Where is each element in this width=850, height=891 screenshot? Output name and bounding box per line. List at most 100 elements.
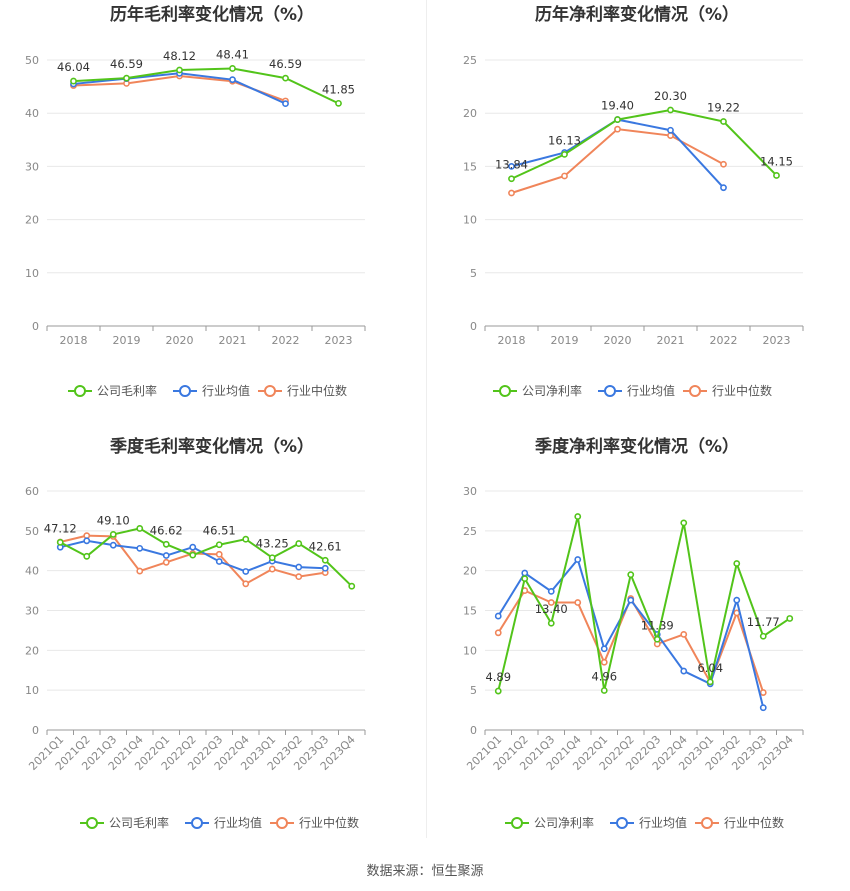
series-line-2 — [511, 128, 724, 194]
y-tick-label: 30 — [25, 605, 39, 618]
legend-item[interactable]: 公司毛利率 — [68, 383, 157, 398]
data-label: 43.25 — [256, 537, 289, 551]
y-tick-label: 5 — [470, 684, 477, 697]
data-point — [600, 645, 608, 653]
data-point — [242, 580, 250, 588]
data-point — [786, 615, 794, 622]
legend-marker — [499, 385, 511, 397]
legend-item[interactable]: 行业均值 — [598, 383, 675, 398]
chart-svg: 历年毛利率变化情况（%） 0 10 20 30 40 50 2018 2019 2020 2021 2… — [25, 4, 366, 398]
data-point — [574, 556, 582, 563]
data-point — [109, 541, 117, 549]
data-point — [494, 612, 502, 620]
legend-label: 公司净利率 — [534, 815, 594, 830]
x-tick-label: 2020 — [604, 334, 632, 347]
y-tick-label: 20 — [25, 214, 39, 227]
y-tick-label: 0 — [32, 320, 39, 333]
data-point — [521, 569, 529, 577]
y-tick-label: 40 — [25, 107, 39, 120]
x-tick-label: 2022 — [710, 334, 738, 347]
x-tick-label: 2018 — [60, 334, 88, 347]
y-tick-label: 25 — [463, 525, 477, 538]
y-tick-label: 10 — [25, 267, 39, 280]
data-point — [494, 687, 502, 695]
y-tick-label: 0 — [470, 724, 477, 737]
data-label: 6.04 — [697, 661, 723, 675]
data-point — [667, 106, 674, 114]
data-label: 4.96 — [591, 669, 617, 683]
y-tick-label: 30 — [25, 160, 39, 173]
legend-item[interactable]: 行业中位数 — [683, 383, 772, 398]
data-label: 13.40 — [535, 602, 568, 616]
y-tick-label: 15 — [463, 605, 477, 618]
legend-item[interactable]: 公司净利率 — [493, 383, 582, 398]
data-point — [759, 632, 767, 640]
legend-item[interactable]: 公司净利率 — [505, 815, 594, 830]
data-point — [720, 184, 727, 192]
y-tick-label: 5 — [470, 267, 477, 280]
legend-label: 公司毛利率 — [97, 383, 157, 398]
data-point — [547, 619, 555, 627]
data-point — [614, 125, 621, 133]
data-point — [680, 519, 688, 527]
data-point — [547, 599, 555, 606]
data-point — [667, 132, 674, 139]
data-label: 19.22 — [707, 100, 740, 114]
y-tick-label: 30 — [463, 485, 477, 498]
series-line-0 — [511, 108, 778, 180]
data-point — [653, 635, 661, 643]
data-point — [494, 629, 502, 637]
data-point — [321, 564, 329, 572]
data-point — [680, 630, 688, 638]
data-label: 16.13 — [548, 133, 581, 147]
data-point — [70, 77, 77, 85]
x-tick-label: 2020 — [166, 334, 194, 347]
data-point — [335, 99, 342, 107]
legend-item[interactable]: 行业中位数 — [270, 815, 359, 830]
x-tick-label: 2019 — [113, 334, 141, 347]
data-label: 4.89 — [485, 670, 511, 684]
data-label: 11.77 — [747, 615, 780, 629]
data-point — [759, 704, 767, 712]
data-point — [136, 544, 144, 552]
data-label: 46.59 — [110, 57, 143, 71]
data-point — [348, 582, 356, 590]
data-point — [295, 573, 303, 581]
data-point — [733, 596, 741, 604]
legend-label: 行业均值 — [202, 383, 250, 398]
data-label: 49.10 — [97, 513, 130, 527]
legend-marker — [701, 817, 713, 829]
data-point — [614, 116, 621, 123]
x-tick-label: 2021 — [657, 334, 685, 347]
legend-item[interactable]: 行业均值 — [185, 815, 262, 830]
chart-annual-net-margin: 历年净利率变化情况（%） 0 5 10 15 20 25 2018 2019 2020 2021 20… — [425, 0, 850, 432]
data-point — [733, 560, 741, 567]
chart-title: 历年毛利率变化情况（%） — [110, 4, 314, 25]
data-point — [136, 525, 144, 532]
legend-item[interactable]: 行业中位数 — [258, 383, 347, 398]
x-tick-label: 2021 — [219, 334, 247, 347]
data-point — [720, 160, 727, 168]
data-point — [215, 558, 223, 565]
legend-item[interactable]: 行业均值 — [610, 815, 687, 830]
data-label: 41.85 — [322, 82, 355, 96]
legend-marker — [179, 385, 191, 397]
chart-title: 季度净利率变化情况（%） — [535, 436, 739, 457]
chart-title: 季度毛利率变化情况（%） — [110, 436, 314, 457]
data-point — [508, 189, 515, 197]
data-point — [720, 118, 727, 125]
y-tick-label: 10 — [463, 214, 477, 227]
data-point — [547, 587, 555, 595]
legend-item[interactable]: 公司毛利率 — [80, 815, 169, 830]
legend-marker — [604, 385, 616, 397]
data-source-label: 数据来源：恒生聚源 — [366, 864, 484, 879]
y-tick-label: 25 — [463, 54, 477, 67]
data-point — [574, 599, 582, 606]
data-point — [229, 65, 236, 72]
data-label: 48.12 — [163, 49, 196, 63]
y-tick-label: 20 — [25, 644, 39, 657]
data-label: 46.51 — [203, 524, 236, 538]
data-point — [521, 575, 529, 583]
legend-item[interactable]: 行业中位数 — [695, 815, 784, 830]
legend-item[interactable]: 行业均值 — [173, 383, 250, 398]
